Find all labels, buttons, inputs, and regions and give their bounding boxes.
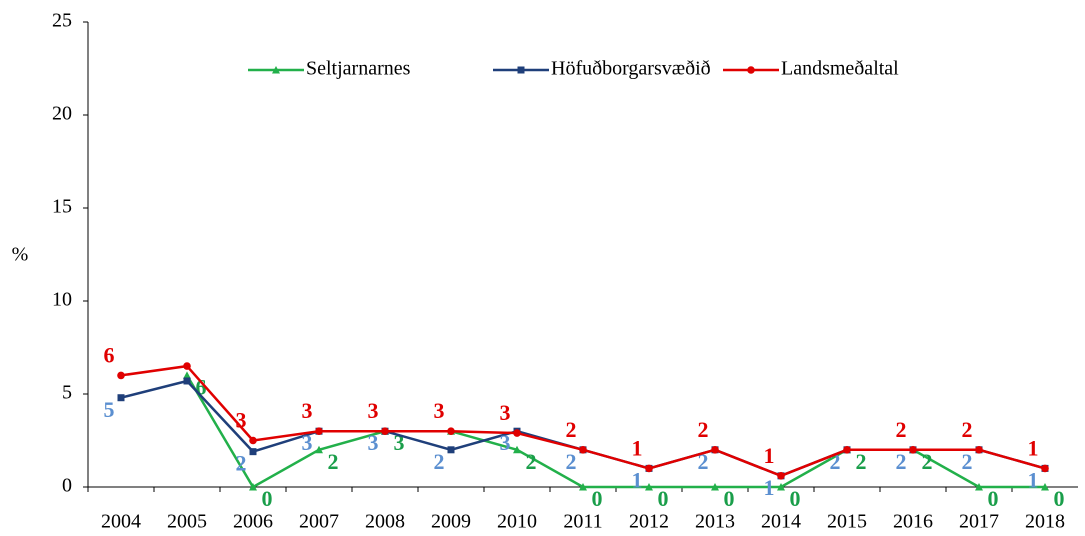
marker: [447, 446, 455, 454]
marker: [843, 446, 851, 454]
y-tick-label: 20: [52, 103, 72, 125]
value-label: 6: [196, 374, 207, 399]
marker: [513, 429, 521, 437]
marker: [381, 427, 389, 436]
value-label: 0: [790, 486, 801, 511]
marker: [1041, 464, 1049, 473]
y-axis-label: %: [12, 244, 29, 266]
value-label: 3: [236, 408, 247, 433]
x-tick-label: 2008: [365, 511, 405, 531]
x-tick-label: 2011: [563, 511, 602, 531]
value-label: 2: [434, 449, 445, 474]
value-label: 2: [896, 417, 907, 442]
marker: [517, 66, 525, 74]
x-tick-label: 2009: [431, 511, 471, 531]
x-tick-label: 2010: [497, 511, 537, 531]
value-label: 0: [262, 486, 273, 511]
value-label: 2: [922, 449, 933, 474]
value-label: 3: [500, 400, 511, 425]
marker: [645, 483, 653, 491]
marker: [183, 377, 191, 385]
marker: [249, 436, 257, 445]
marker: [447, 427, 455, 436]
value-label: 2: [896, 449, 907, 474]
value-label: 0: [658, 486, 669, 511]
value-label: 2: [856, 449, 867, 474]
marker: [777, 483, 785, 491]
value-label: 3: [302, 430, 313, 455]
value-label: 2: [962, 417, 973, 442]
x-tick-label: 2014: [761, 511, 801, 531]
marker: [249, 448, 257, 456]
marker: [579, 483, 587, 491]
value-label: 3: [368, 430, 379, 455]
marker: [711, 446, 719, 454]
marker: [645, 464, 653, 473]
value-label: 1: [1028, 435, 1039, 460]
marker: [183, 362, 191, 370]
value-label: 3: [394, 430, 405, 455]
marker: [747, 66, 755, 74]
value-label: 6: [104, 342, 115, 367]
value-label: 0: [988, 486, 999, 511]
value-label: 3: [500, 430, 511, 455]
marker: [249, 483, 257, 491]
value-label: 3: [368, 398, 379, 423]
legend-label: Höfuðborgarsvæðið: [551, 58, 711, 80]
value-label: 2: [698, 417, 709, 442]
y-tick-label: 5: [62, 382, 72, 404]
x-tick-label: 2005: [167, 511, 207, 531]
value-label: 0: [1054, 486, 1065, 511]
value-label: 0: [592, 486, 603, 511]
value-label: 2: [566, 417, 577, 442]
x-tick-label: 2015: [827, 511, 867, 531]
marker: [579, 446, 587, 454]
x-tick-label: 2016: [893, 511, 933, 531]
marker: [513, 445, 521, 454]
marker: [975, 483, 983, 491]
x-tick-label: 2012: [629, 511, 669, 531]
x-tick-label: 2004: [101, 511, 141, 531]
marker: [1041, 483, 1049, 491]
y-tick-label: 25: [52, 10, 72, 32]
x-tick-label: 2013: [695, 511, 735, 531]
legend-label: Landsmeðaltal: [781, 58, 899, 80]
value-label: 3: [434, 398, 445, 423]
y-tick-label: 0: [62, 475, 72, 497]
value-label: 1: [632, 467, 643, 492]
x-tick-label: 2006: [233, 511, 273, 531]
marker: [909, 446, 917, 454]
marker: [975, 446, 983, 454]
value-label: 1: [764, 443, 775, 468]
value-label: 2: [962, 449, 973, 474]
value-label: 2: [526, 449, 537, 474]
value-label: 1: [764, 475, 775, 500]
value-label: 1: [1028, 467, 1039, 492]
value-label: 5: [104, 397, 115, 422]
marker: [183, 371, 191, 379]
value-label: 2: [328, 449, 339, 474]
value-label: 2: [236, 451, 247, 476]
value-label: 3: [302, 398, 313, 423]
y-tick-label: 10: [52, 289, 72, 311]
marker: [711, 483, 719, 491]
marker: [117, 394, 125, 402]
x-tick-label: 2018: [1025, 511, 1065, 531]
legend-label: Seltjarnarnes: [306, 58, 411, 80]
y-tick-label: 15: [52, 196, 72, 218]
value-label: 2: [698, 449, 709, 474]
x-tick-label: 2017: [959, 511, 999, 531]
marker: [777, 472, 785, 480]
value-label: 0: [724, 486, 735, 511]
marker: [315, 427, 323, 436]
marker: [272, 66, 280, 74]
value-label: 2: [830, 449, 841, 474]
x-tick-label: 2007: [299, 511, 339, 531]
value-label: 1: [632, 435, 643, 460]
marker: [315, 445, 323, 454]
value-label: 2: [566, 449, 577, 474]
marker: [117, 371, 125, 380]
